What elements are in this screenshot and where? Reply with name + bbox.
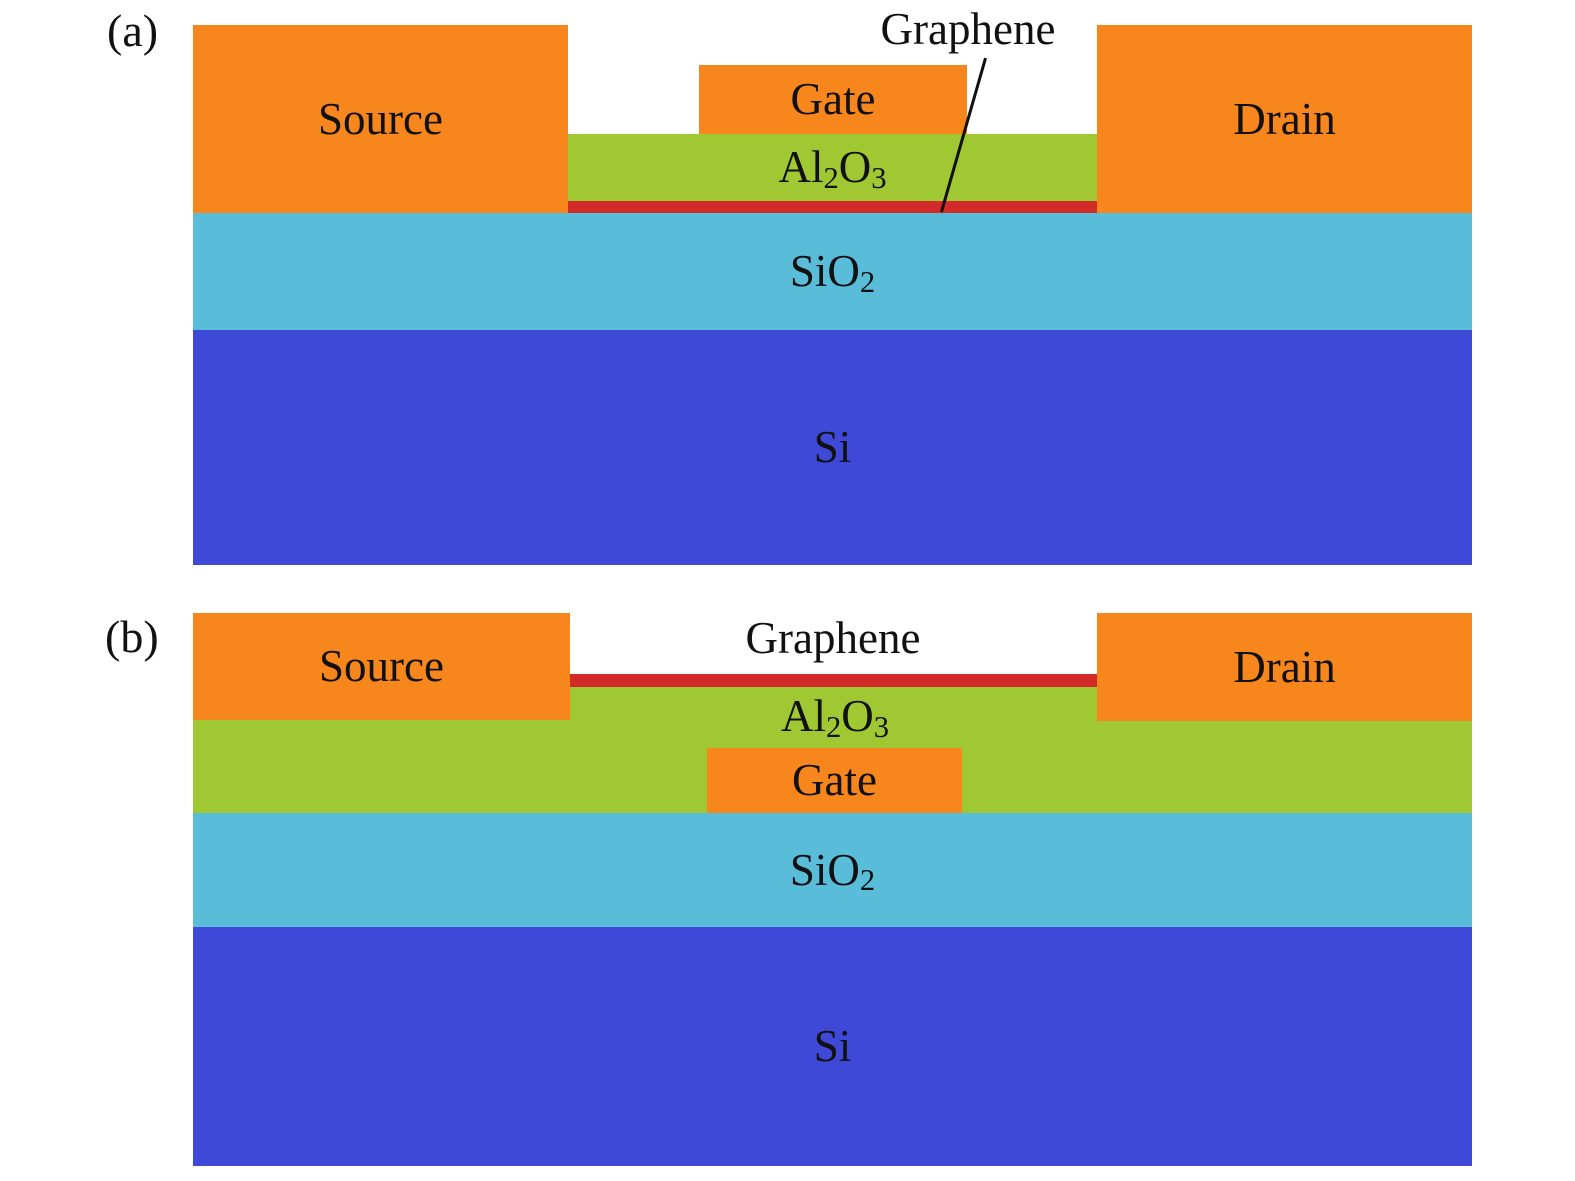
panel-b-tag: (b) [105,611,159,662]
drain-label-a: Drain [1233,93,1336,144]
source-contact-a: Source [193,25,568,213]
sio2-label-a: SiO2 [789,246,876,299]
gate-contact-b: Gate [707,748,962,813]
graphene-annotation-a: Graphene [880,4,1056,54]
gate-label-b: Gate [792,755,877,805]
si-substrate-layer-b: Si [193,927,1472,1166]
al2o3-label-b: Al2O3 [780,691,890,744]
source-label-a: Source [318,93,443,144]
graphene-layer-b [570,674,1097,687]
si-substrate-layer-a: Si [193,330,1472,565]
source-label-b: Source [319,641,444,691]
gate-label-a: Gate [790,74,876,124]
si-label-a: Si [813,422,852,472]
al2o3-label-a: Al2O3 [778,142,887,195]
graphene-annotation-b: Graphene [745,613,921,663]
drain-contact-b: Drain [1097,613,1472,721]
sio2-label-b: SiO2 [789,844,876,897]
sio2-layer-a: SiO2 [193,213,1472,330]
sio2-layer-b: SiO2 [193,813,1472,927]
graphene-layer-a [568,201,1097,213]
drain-contact-a: Drain [1097,25,1472,213]
drain-label-b: Drain [1233,641,1336,692]
al2o3-layer-a: Al2O3 [568,134,1097,201]
source-contact-b: Source [193,613,570,720]
si-label-b: Si [813,1021,852,1071]
gate-contact-a: Gate [699,65,967,134]
panel-a-tag: (a) [107,5,159,56]
